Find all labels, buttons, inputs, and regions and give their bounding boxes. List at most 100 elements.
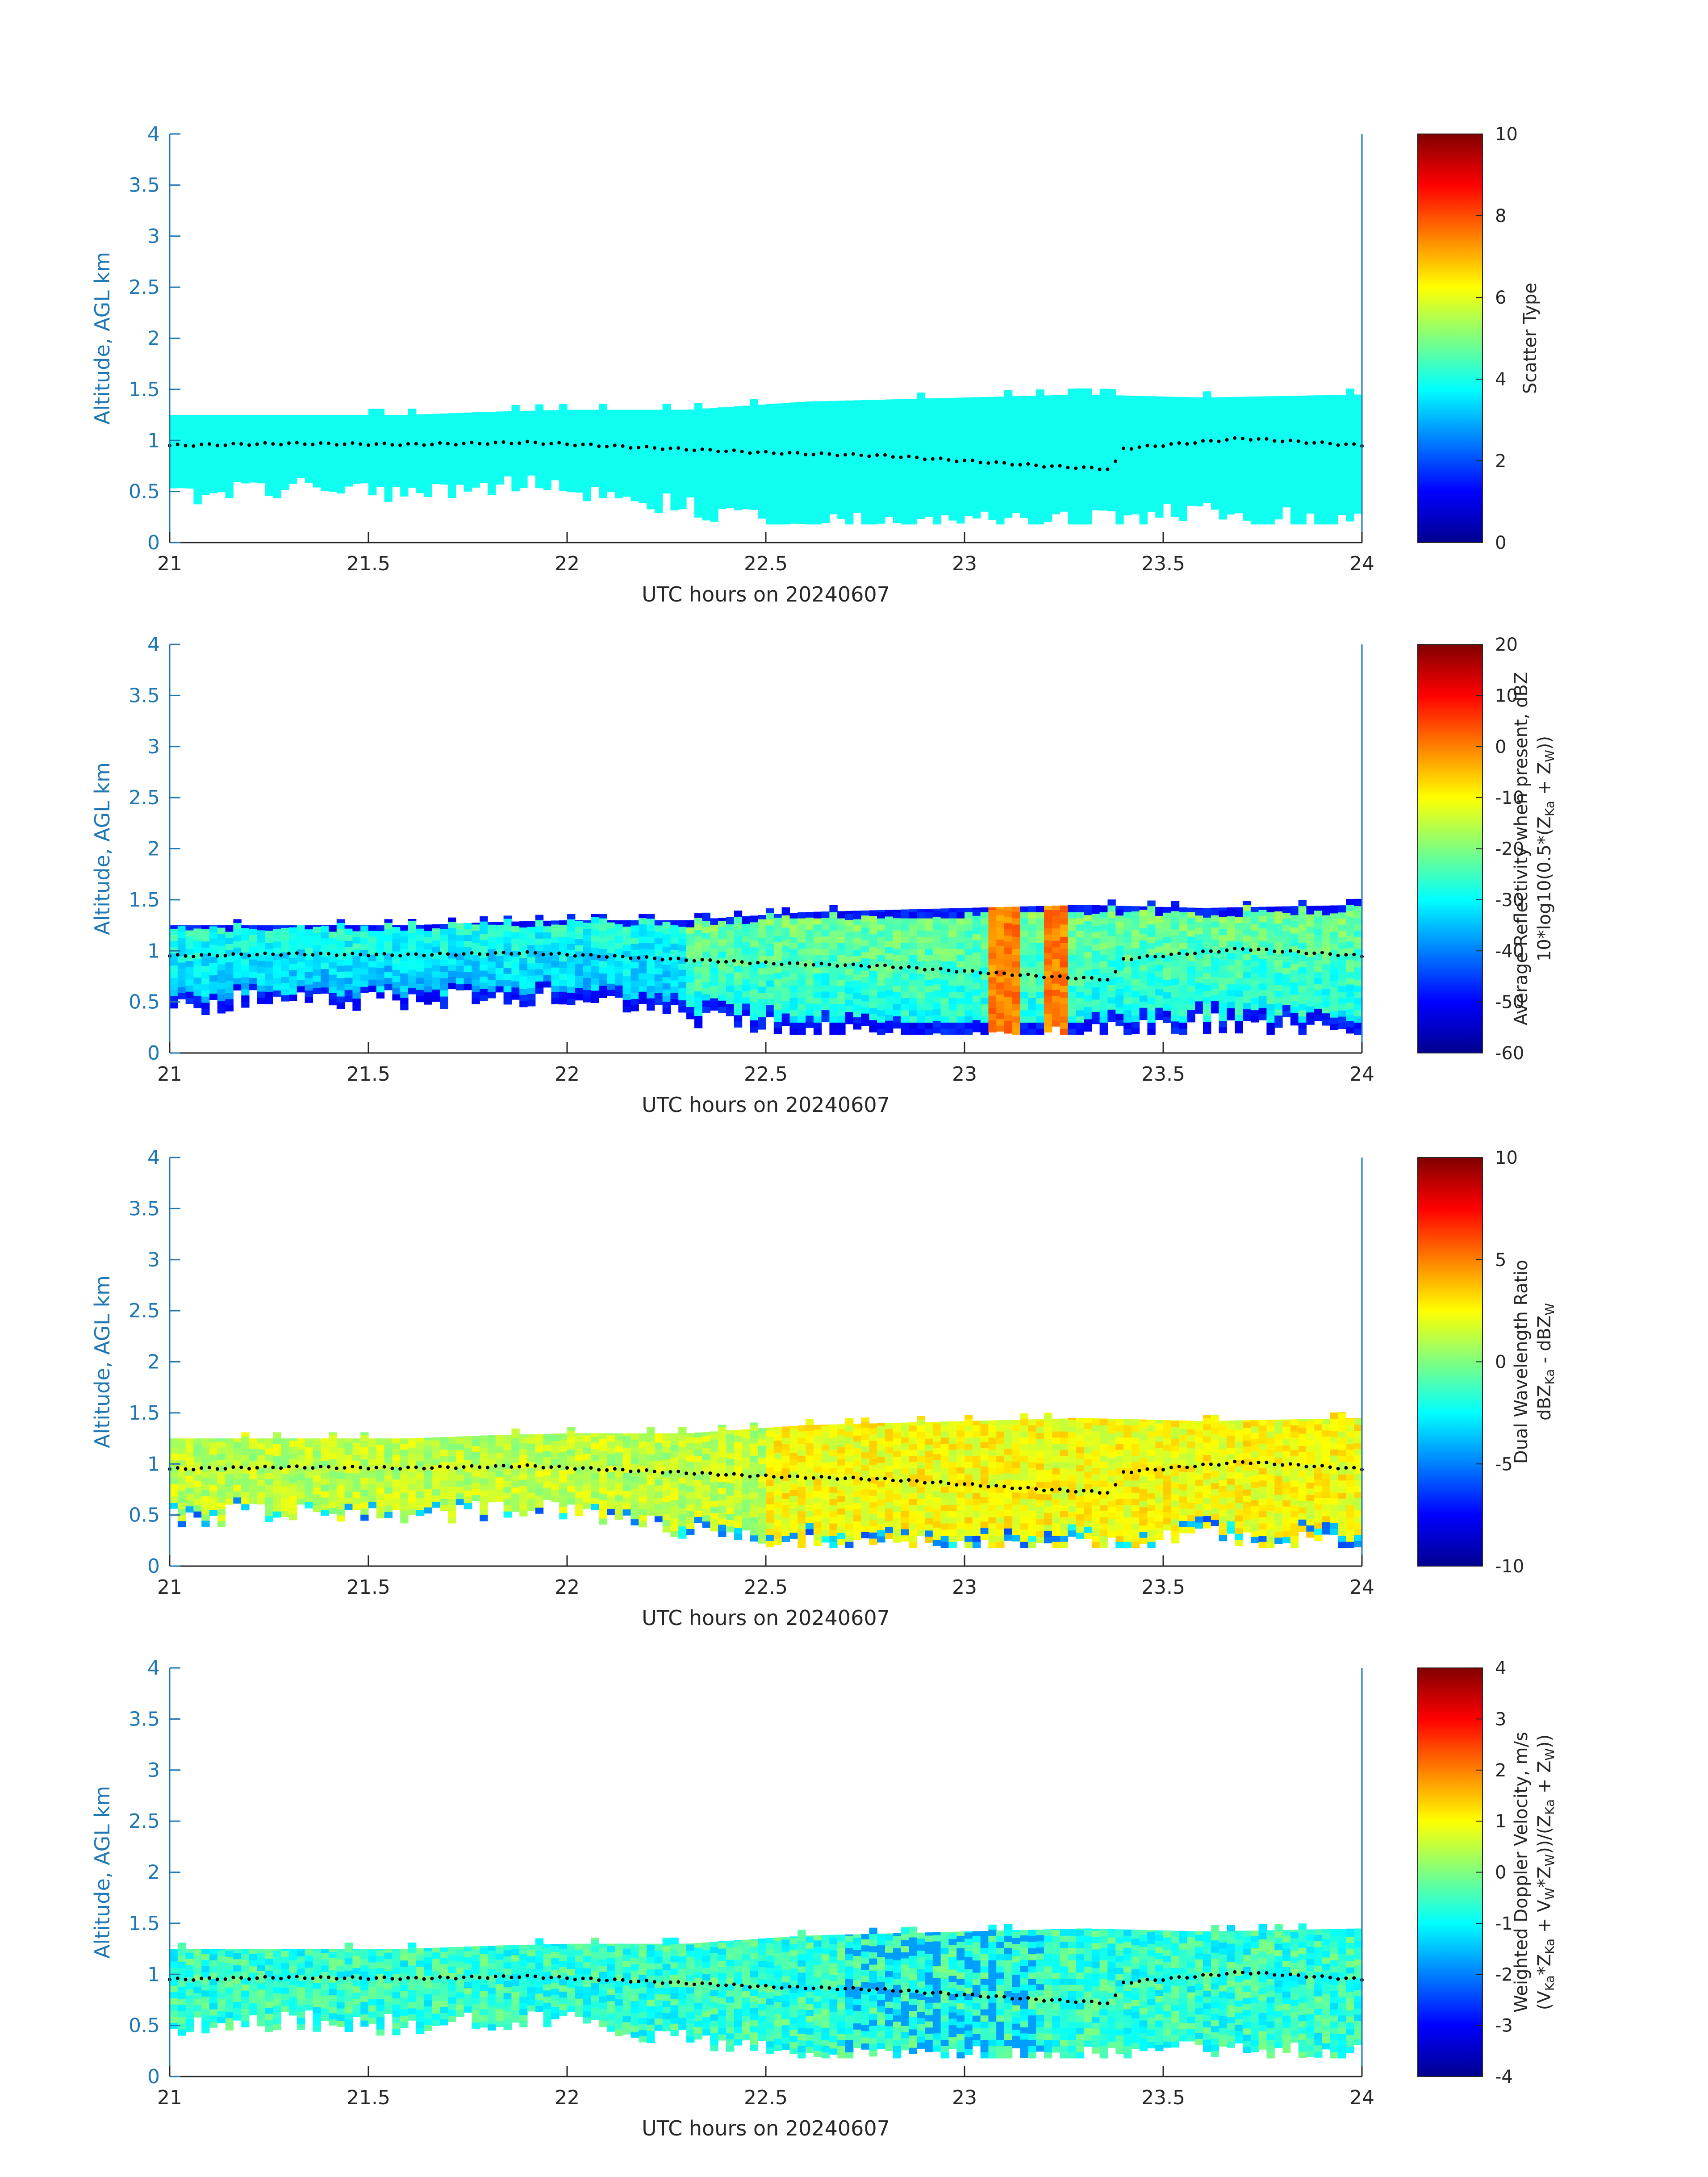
- heatmap-cell: [750, 1026, 758, 1033]
- heatmap-cell: [829, 1010, 838, 1017]
- heatmap-cell: [869, 493, 877, 500]
- heatmap-cell: [710, 918, 718, 919]
- heatmap-cell: [861, 915, 869, 922]
- heatmap-cell: [1139, 451, 1148, 457]
- heatmap-cell: [535, 481, 544, 489]
- heatmap-cell: [519, 426, 528, 433]
- heatmap-cell: [296, 943, 305, 950]
- heatmap-cell: [901, 401, 909, 408]
- heatmap-cell: [726, 428, 735, 435]
- heatmap-cell: [408, 932, 417, 940]
- heatmap-cell: [948, 501, 957, 509]
- heatmap-cell: [837, 408, 846, 415]
- heatmap-cell: [718, 933, 727, 940]
- heatmap-cell: [734, 953, 743, 960]
- heatmap-cell: [1052, 501, 1061, 508]
- heatmap-cell: [734, 966, 743, 973]
- heatmap-cell: [1012, 930, 1021, 937]
- heatmap-cell: [917, 426, 925, 433]
- heatmap-cell: [806, 972, 814, 979]
- heatmap-cell: [965, 479, 973, 486]
- heatmap-cell: [1354, 394, 1362, 397]
- heatmap-cell: [313, 475, 321, 481]
- heatmap-cell: [599, 961, 607, 968]
- heatmap-cell: [965, 510, 973, 516]
- heatmap-cell: [893, 910, 902, 912]
- heatmap-cell: [1004, 941, 1013, 948]
- heatmap-cell: [631, 949, 639, 956]
- heatmap-cell: [281, 440, 289, 447]
- heatmap-cell: [948, 409, 957, 417]
- heatmap-cell: [488, 464, 496, 471]
- heatmap-cell: [925, 412, 933, 419]
- heatmap-cell: [217, 946, 226, 953]
- heatmap-cell: [1091, 975, 1100, 982]
- heatmap-cell: [193, 946, 202, 953]
- heatmap-cell: [631, 409, 639, 416]
- heatmap-cell: [193, 492, 202, 498]
- heatmap-cell: [1274, 482, 1283, 489]
- heatmap-cell: [654, 464, 663, 470]
- heatmap-cell: [1243, 397, 1251, 405]
- heatmap-cell: [1004, 419, 1013, 426]
- heatmap-cell: [917, 986, 925, 992]
- heatmap-cell: [1099, 1022, 1108, 1029]
- heatmap-cell: [614, 948, 623, 955]
- heatmap-cell: [702, 416, 710, 422]
- heatmap-cell: [726, 979, 735, 986]
- heatmap-cell: [798, 961, 806, 968]
- heatmap-cell: [1068, 998, 1076, 1004]
- heatmap-cell: [686, 920, 695, 921]
- heatmap-cell: [352, 434, 361, 441]
- heatmap-cell: [329, 925, 337, 926]
- heatmap-cell: [1227, 508, 1235, 515]
- heatmap-cell: [551, 924, 560, 931]
- heatmap-cell: [1004, 978, 1013, 985]
- heatmap-cell: [686, 411, 695, 418]
- heatmap-cell: [622, 460, 631, 466]
- heatmap-cell: [170, 978, 178, 984]
- heatmap-cell: [1060, 431, 1068, 439]
- heatmap-cell: [336, 1002, 345, 1009]
- heatmap-cell: [1020, 918, 1028, 925]
- heatmap-cell: [1354, 464, 1362, 471]
- heatmap-cell: [1076, 961, 1084, 968]
- heatmap-cell: [400, 447, 409, 454]
- heatmap-cell: [988, 971, 997, 978]
- heatmap-cell: [527, 938, 536, 945]
- heatmap-cell: [607, 922, 615, 929]
- heatmap-cell: [965, 399, 973, 406]
- heatmap-cell: [885, 990, 894, 996]
- heatmap-cell: [893, 449, 902, 456]
- heatmap-cell: [1115, 426, 1124, 433]
- heatmap-cell: [440, 978, 448, 985]
- heatmap-cell: [455, 972, 464, 978]
- heatmap-cell: [177, 950, 186, 957]
- overlay-point: [748, 451, 752, 455]
- heatmap-cell: [678, 975, 687, 982]
- heatmap-cell: [472, 412, 480, 414]
- heatmap-cell: [940, 949, 949, 955]
- heatmap-cell: [647, 914, 655, 919]
- heatmap-cell: [257, 434, 266, 441]
- heatmap-cell: [956, 986, 965, 992]
- heatmap-cell: [861, 408, 869, 414]
- heatmap-cell: [662, 934, 671, 941]
- heatmap-cell: [758, 426, 766, 433]
- heatmap-cell: [758, 405, 766, 409]
- heatmap-cell: [821, 461, 830, 468]
- heatmap-cell: [806, 506, 814, 512]
- heatmap-cell: [1171, 504, 1180, 511]
- heatmap-cell: [845, 993, 854, 1000]
- heatmap-cell: [1068, 401, 1076, 408]
- heatmap-cell: [185, 979, 194, 986]
- heatmap-cell: [614, 991, 623, 998]
- heatmap-cell: [607, 449, 615, 455]
- heatmap-cell: [400, 930, 409, 937]
- heatmap-cell: [861, 1019, 869, 1026]
- heatmap-cell: [305, 935, 313, 942]
- heatmap-cell: [614, 973, 623, 980]
- heatmap-cell: [1322, 426, 1331, 433]
- heatmap-cell: [233, 947, 242, 954]
- heatmap-cell: [893, 486, 902, 493]
